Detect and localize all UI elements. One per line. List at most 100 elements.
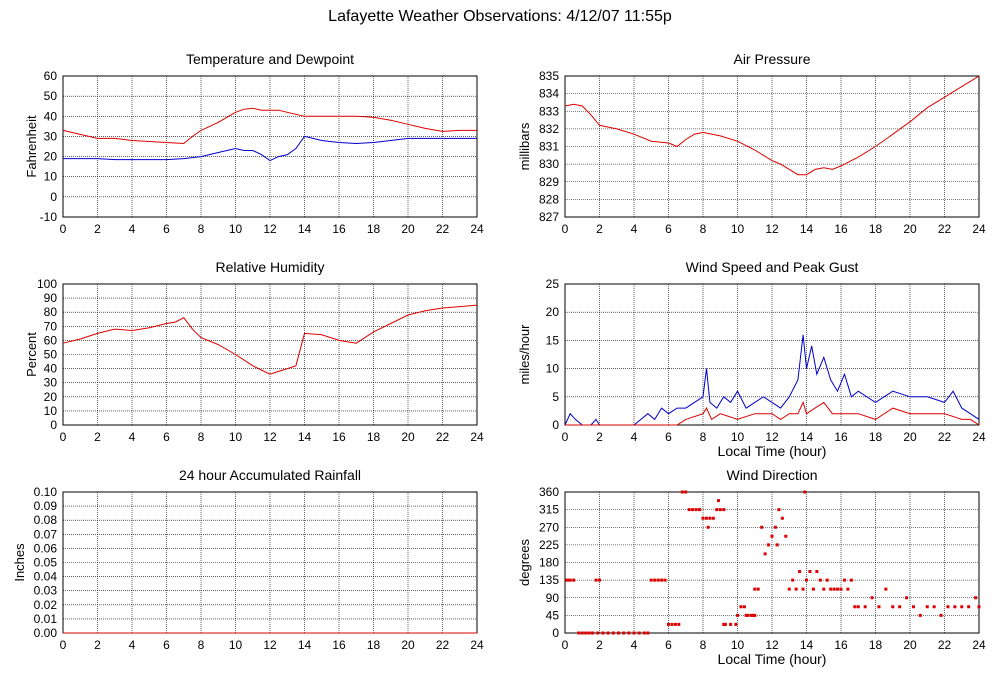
x-tick-label: 14 [800, 430, 814, 444]
chart-title: Wind Speed and Peak Gust [686, 259, 859, 275]
y-tick-label: 40 [44, 362, 58, 376]
data-point [815, 570, 819, 574]
data-point [753, 587, 757, 591]
x-tick-label: 8 [700, 222, 707, 236]
x-tick-label: 24 [470, 430, 484, 444]
data-point [749, 613, 753, 617]
data-point [566, 578, 570, 582]
y-tick-label: 0 [552, 626, 559, 640]
x-tick-label: 2 [94, 430, 101, 444]
data-point [911, 605, 915, 609]
data-point [572, 578, 576, 582]
y-tick-label: 25 [546, 277, 560, 291]
y-tick-label: 60 [44, 69, 58, 83]
y-tick-label: 0.10 [34, 485, 58, 499]
x-tick-label: 24 [972, 430, 986, 444]
chart-title: Air Pressure [733, 51, 810, 67]
y-tick-label: 0.09 [34, 499, 58, 513]
data-point [622, 631, 626, 635]
data-point [670, 622, 674, 626]
y-tick-label: -10 [40, 210, 58, 224]
data-point [706, 525, 710, 529]
x-tick-label: 12 [765, 638, 779, 652]
x-tick-label: 12 [263, 430, 277, 444]
data-point [594, 578, 598, 582]
data-point [794, 587, 798, 591]
y-tick-label: 831 [539, 140, 559, 154]
y-tick-label: 827 [539, 210, 559, 224]
data-point [744, 613, 748, 617]
y-tick-label: 10 [546, 362, 560, 376]
page-title: Lafayette Weather Observations: 4/12/07 … [328, 8, 672, 25]
data-point [660, 578, 664, 582]
x-tick-label: 12 [765, 430, 779, 444]
y-tick-label: 20 [44, 150, 58, 164]
x-tick-label: 12 [263, 222, 277, 236]
x-tick-label: 10 [731, 430, 745, 444]
data-point [729, 622, 733, 626]
data-point [818, 578, 822, 582]
x-tick-label: 8 [198, 638, 205, 652]
y-tick-label: 30 [44, 376, 58, 390]
data-point [803, 490, 807, 494]
y-tick-label: 0.06 [34, 541, 58, 555]
x-tick-label: 0 [60, 430, 67, 444]
x-tick-label: 4 [631, 430, 638, 444]
y-tick-label: 10 [44, 170, 58, 184]
data-point [687, 508, 691, 512]
data-point [701, 516, 705, 520]
data-point [756, 587, 760, 591]
x-tick-label: 14 [298, 430, 312, 444]
data-point [760, 525, 764, 529]
data-point [777, 508, 781, 512]
data-point [974, 596, 978, 600]
series-line-blue [63, 135, 477, 162]
data-point [656, 578, 660, 582]
y-tick-label: 828 [539, 192, 559, 206]
data-point [704, 516, 708, 520]
data-point [598, 578, 601, 582]
data-point [642, 631, 646, 635]
series-line-red [564, 75, 980, 176]
data-point [746, 613, 750, 617]
x-tick-label: 20 [401, 638, 415, 652]
data-point [722, 508, 726, 512]
data-point [653, 578, 657, 582]
data-point [577, 631, 581, 635]
x-tick-label: 18 [367, 430, 381, 444]
x-tick-label: 18 [367, 638, 381, 652]
data-point [691, 508, 695, 512]
y-tick-label: 90 [44, 291, 58, 305]
y-tick-label: 100 [37, 277, 57, 291]
x-tick-label: 4 [129, 430, 136, 444]
data-point [805, 578, 808, 582]
data-point [822, 587, 826, 591]
data-point [853, 605, 857, 609]
x-tick-label: 2 [596, 430, 603, 444]
series-line-red [565, 400, 980, 426]
data-point [967, 605, 971, 609]
y-tick-label: 70 [44, 319, 58, 333]
y-tick-label: 80 [44, 305, 58, 319]
data-point [905, 596, 909, 600]
data-point [646, 631, 650, 635]
x-tick-label: 6 [163, 222, 170, 236]
data-point [856, 605, 860, 609]
data-point [667, 622, 670, 626]
chart-title: Temperature and Dewpoint [186, 51, 354, 67]
x-tick-label: 10 [229, 222, 243, 236]
x-tick-label: 24 [972, 638, 986, 652]
x-tick-label: 16 [834, 638, 848, 652]
y-tick-label: 0 [50, 190, 57, 204]
y-tick-label: 0.05 [34, 556, 58, 570]
data-point [798, 570, 802, 574]
y-tick-label: 315 [539, 503, 559, 517]
y-tick-label: 829 [539, 175, 559, 189]
plot-frame [564, 491, 980, 634]
x-tick-label: 2 [596, 222, 603, 236]
series-line-blue [564, 334, 980, 426]
